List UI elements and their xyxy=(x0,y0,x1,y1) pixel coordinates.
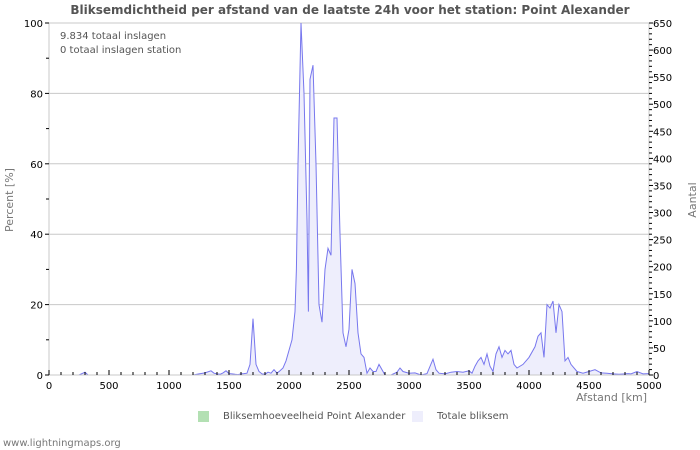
legend-label-station: Bliksemhoeveelheid Point Alexander xyxy=(223,411,406,422)
left-tick-label: 100 xyxy=(24,19,43,30)
x-tick-label: 1000 xyxy=(156,381,181,392)
left-axis-label: Percent [%] xyxy=(3,168,16,232)
info-box: 9.834 totaal inslagen 0 totaal inslagen … xyxy=(60,30,181,58)
station-strikes-text: 0 totaal inslagen station xyxy=(60,45,182,56)
x-tick-label: 0 xyxy=(46,381,52,392)
right-tick-label: 400 xyxy=(653,154,672,165)
x-tick-label: 4000 xyxy=(516,381,541,392)
total-lightning-line xyxy=(49,22,650,376)
x-tick-label: 1500 xyxy=(216,381,241,392)
x-tick-label: 2500 xyxy=(336,381,361,392)
right-tick-label: 50 xyxy=(653,344,666,355)
x-tick-label: 2000 xyxy=(276,381,301,392)
total-strikes-text: 9.834 totaal inslagen xyxy=(60,31,167,42)
right-axis-label: Aantal xyxy=(686,182,699,217)
left-tick-label: 40 xyxy=(30,230,43,241)
legend-swatch-total xyxy=(412,411,423,422)
right-tick-label: 550 xyxy=(653,73,672,84)
legend-item-total: Totale bliksem xyxy=(412,411,508,422)
right-tick-label: 250 xyxy=(653,236,672,247)
right-tick-label: 350 xyxy=(653,181,672,192)
right-tick-label: 500 xyxy=(653,100,672,111)
right-tick-label: 650 xyxy=(653,19,672,30)
footer-source: www.lightningmaps.org xyxy=(3,438,121,449)
legend-label-total: Totale bliksem xyxy=(437,411,509,422)
left-tick-label: 60 xyxy=(30,160,43,171)
left-tick-label: 80 xyxy=(30,89,43,100)
legend-item-station: Bliksemhoeveelheid Point Alexander xyxy=(198,411,405,422)
x-tick-label: 3000 xyxy=(396,381,421,392)
right-tick-label: 0 xyxy=(653,371,659,382)
chart-title: Bliksemdichtheid per afstand van de laat… xyxy=(70,3,630,17)
right-tick-label: 450 xyxy=(653,127,672,138)
x-tick-label: 4500 xyxy=(576,381,601,392)
right-tick-label: 600 xyxy=(653,46,672,57)
right-tick-label: 200 xyxy=(653,263,672,274)
right-tick-label: 300 xyxy=(653,209,672,220)
right-tick-label: 150 xyxy=(653,290,672,301)
x-axis-label: Afstand [km] xyxy=(576,391,647,404)
left-tick-label: 0 xyxy=(37,371,43,382)
right-tick-label: 100 xyxy=(653,317,672,328)
legend-swatch-station xyxy=(198,411,209,422)
x-tick-label: 3500 xyxy=(456,381,481,392)
x-tick-label: 500 xyxy=(99,381,118,392)
x-tick-label: 5000 xyxy=(636,381,661,392)
left-tick-label: 20 xyxy=(30,301,43,312)
